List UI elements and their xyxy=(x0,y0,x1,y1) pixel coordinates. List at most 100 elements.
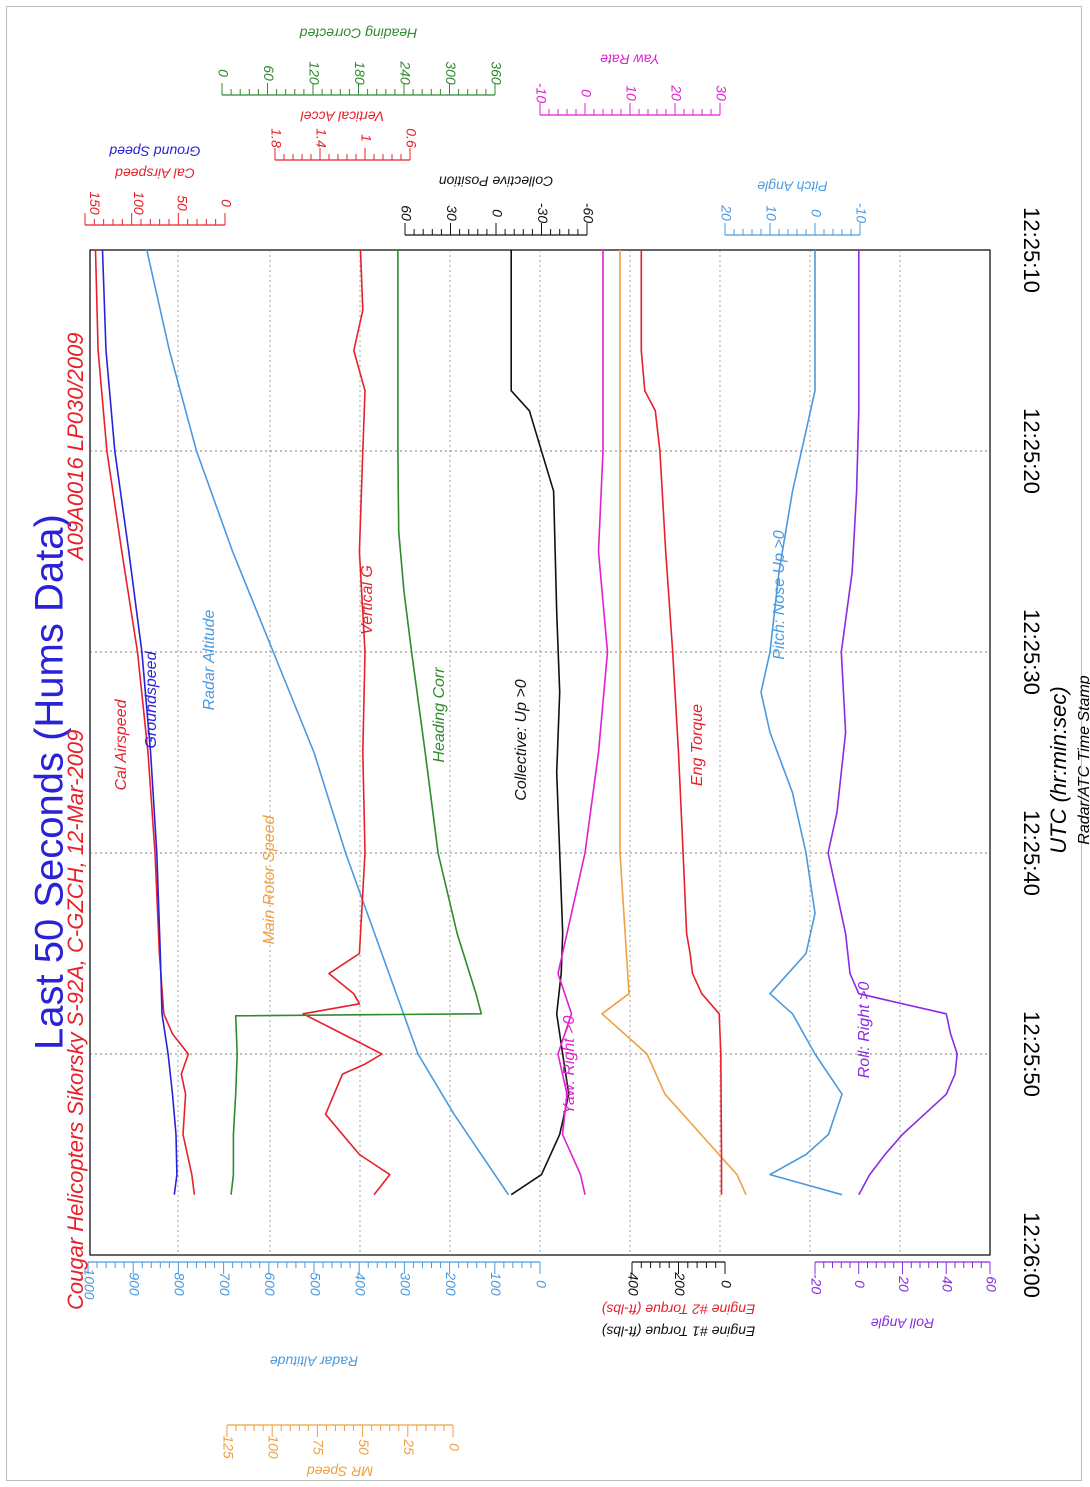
axis-col-tick-label: -30 xyxy=(535,203,551,223)
series-line xyxy=(827,250,958,1196)
x-tick-label: 12:25:50 xyxy=(1019,1011,1044,1097)
axis-hdg-tick-label: 360 xyxy=(488,61,504,85)
axis-cal-title: Cal Airspeed xyxy=(114,165,195,181)
axis-col-tick-label: -60 xyxy=(580,203,596,223)
x-tick-label: 12:25:10 xyxy=(1019,207,1044,293)
axis-hdg-tick-label: 180 xyxy=(352,61,368,85)
series-line xyxy=(557,250,609,1195)
axis-cal-tick-label: 0 xyxy=(218,199,234,207)
axis-radalt-tick-label: 600 xyxy=(262,1272,278,1296)
axis-roll-tick-label: -20 xyxy=(808,1274,824,1294)
axis-vacc-tick-label: 1.4 xyxy=(313,128,329,148)
chart-grid xyxy=(89,249,991,1256)
series-label: Vertical G xyxy=(359,565,376,635)
axis-vacc-tick-label: 1.8 xyxy=(268,128,284,148)
axis-yaw-tick-label: 0 xyxy=(578,89,594,97)
axis-pitch-tick-label: 0 xyxy=(808,209,824,217)
series-label: Heading Corr xyxy=(431,667,448,763)
axis-roll-tick-label: 0 xyxy=(852,1280,868,1288)
axis-mr-tick-label: 0 xyxy=(446,1443,462,1451)
axis-hdg-tick-label: 300 xyxy=(443,61,459,85)
axis-radalt-tick-label: 900 xyxy=(126,1272,142,1296)
axis-radalt-tick-label: 0 xyxy=(533,1280,549,1288)
report-id: A09A0016 LP030/2009 xyxy=(63,332,88,562)
axis-col-tick-label: 60 xyxy=(398,205,414,221)
axis-torque-title-2: Engine #2 Torque (ft-lbs) xyxy=(602,1301,756,1317)
axis-yaw-tick-label: 30 xyxy=(713,85,729,101)
axis-torque-title: Engine #1 Torque (ft-lbs) xyxy=(602,1323,756,1339)
series-line xyxy=(760,250,843,1196)
axis-pitch-tick-label: -10 xyxy=(853,203,869,223)
axis-torque-tick-label: 200 xyxy=(672,1271,688,1296)
series-label: Groundspeed xyxy=(143,650,160,748)
axis-yaw-title: Yaw Rate xyxy=(600,51,660,67)
x-tick-label: 12:25:20 xyxy=(1019,408,1044,494)
x-tick-label: 12:26:00 xyxy=(1019,1212,1044,1298)
axis-vacc-tick-label: 0.6 xyxy=(403,128,419,148)
axis-mr-tick-label: 100 xyxy=(265,1435,281,1459)
axis-radalt-tick-label: 200 xyxy=(443,1271,459,1296)
axis-radalt-tick-label: 100 xyxy=(488,1272,504,1296)
axis-mr-tick-label: 50 xyxy=(356,1439,372,1455)
axis-mr-tick-label: 25 xyxy=(401,1438,417,1455)
series-label: Collective: Up >0 xyxy=(513,679,530,800)
series-label: Radar Altitude xyxy=(201,610,218,711)
axis-col-title: Collective Position xyxy=(439,173,554,189)
chart-subtitle: Cougar Helicopters Sikorsky S-92A, C-GZC… xyxy=(63,730,88,1310)
axis-vacc-title: Vertical Accel xyxy=(300,108,385,124)
axis-col-tick-label: 30 xyxy=(444,205,460,221)
series-line xyxy=(146,249,510,1196)
chart-series xyxy=(94,249,958,1196)
axis-mr-tick-label: 75 xyxy=(311,1439,327,1455)
axis-hdg-tick-label: 120 xyxy=(306,61,322,85)
series-label: Cal Airspeed xyxy=(113,698,130,790)
axis-hdg-tick-label: 0 xyxy=(215,69,231,77)
chart-title: Last 50 Seconds (Hums Data) xyxy=(28,514,72,1050)
x-axis-label: UTC (hr:min:sec) xyxy=(1046,686,1071,853)
axis-radalt-tick-label: 500 xyxy=(307,1272,323,1296)
axis-hdg-title: Heading Corrected xyxy=(299,25,418,41)
axis-vacc-tick-label: 1 xyxy=(358,134,374,142)
axis-hdg-tick-label: 240 xyxy=(397,60,413,85)
axis-roll-tick-label: 20 xyxy=(896,1275,912,1292)
series-line xyxy=(601,250,747,1196)
x-axis-label-2: Radar/ATC Time Stamp xyxy=(1076,675,1090,844)
axis-pitch-tick-label: 10 xyxy=(763,205,779,221)
axis-radalt-tick-label: 800 xyxy=(172,1272,188,1296)
axis-pitch-tick-label: 20 xyxy=(718,204,734,221)
axis-cal-tick-label: 100 xyxy=(131,191,147,215)
axis-torque-tick-label: 0 xyxy=(718,1280,734,1288)
series-line xyxy=(101,249,178,1195)
series-label: Main Rotor Speed xyxy=(261,814,278,944)
axis-radalt-tick-label: 1000 xyxy=(81,1268,97,1299)
x-tick-label: 12:25:40 xyxy=(1019,810,1044,896)
series-line xyxy=(640,250,723,1195)
axis-roll-title: Roll Angle xyxy=(871,1315,935,1331)
series-label: Yaw: Right >0 xyxy=(561,1015,578,1114)
axis-mr-title: MR Speed xyxy=(306,1463,373,1479)
axis-radalt-tick-label: 700 xyxy=(217,1272,233,1296)
axis-pitch-title: Pitch Angle xyxy=(757,178,828,194)
series-label: Roll: Right >0 xyxy=(856,982,873,1079)
axis-cal-title-2: Ground Speed xyxy=(108,143,200,159)
axis-roll-tick-label: 40 xyxy=(940,1276,956,1292)
axis-col-tick-label: 0 xyxy=(489,209,505,217)
axis-radalt-title: Radar Altitude xyxy=(270,1353,358,1369)
axis-cal-tick-label: 150 xyxy=(87,191,103,215)
series-line xyxy=(230,250,483,1195)
axis-radalt-tick-label: 300 xyxy=(398,1272,414,1296)
axis-yaw-tick-label: 20 xyxy=(668,84,684,101)
axis-yaw-tick-label: 10 xyxy=(623,85,639,101)
axis-hdg-tick-label: 60 xyxy=(261,65,277,81)
page-frame xyxy=(6,6,1082,1481)
axis-cal-tick-label: 50 xyxy=(175,195,191,211)
series-label: Pitch: Nose Up >0 xyxy=(771,530,788,660)
series-label: Eng Torque xyxy=(689,704,706,786)
axis-torque-tick-label: 400 xyxy=(625,1272,641,1296)
axis-mr-tick-label: 125 xyxy=(220,1435,236,1459)
axis-radalt-tick-label: 400 xyxy=(352,1272,368,1296)
axis-yaw-tick-label: -10 xyxy=(533,83,549,103)
series-line xyxy=(302,249,391,1196)
